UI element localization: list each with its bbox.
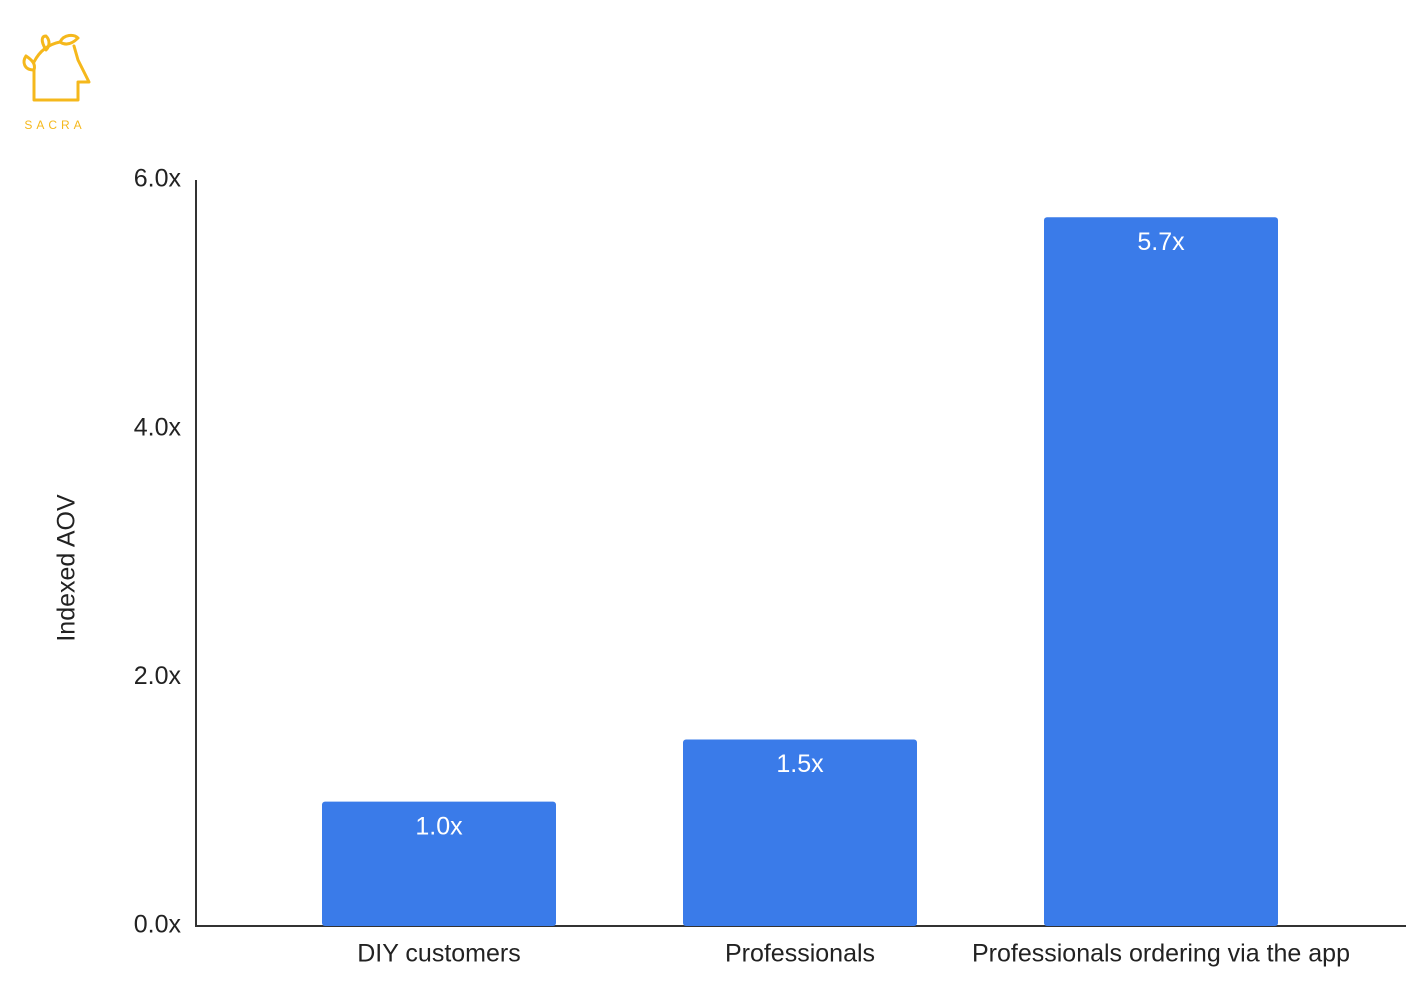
y-tick-label: 2.0x <box>134 662 182 690</box>
value-label: 1.0x <box>415 812 463 840</box>
y-tick-label: 0.0x <box>134 911 182 939</box>
x-tick-label: DIY customers <box>357 940 520 968</box>
bar <box>322 801 556 926</box>
value-label: 1.5x <box>776 750 824 778</box>
y-axis-label: Indexed AOV <box>53 494 81 642</box>
bar <box>1044 217 1278 927</box>
value-label: 5.7x <box>1137 228 1185 256</box>
bar <box>683 739 917 926</box>
y-tick-label: 6.0x <box>134 165 182 193</box>
y-tick-label: 4.0x <box>134 413 182 441</box>
x-tick-label: Professionals ordering via the app <box>972 940 1350 968</box>
logo <box>22 33 91 102</box>
x-tick-label: Professionals <box>725 940 875 968</box>
logo-text: SACRA <box>24 118 85 132</box>
